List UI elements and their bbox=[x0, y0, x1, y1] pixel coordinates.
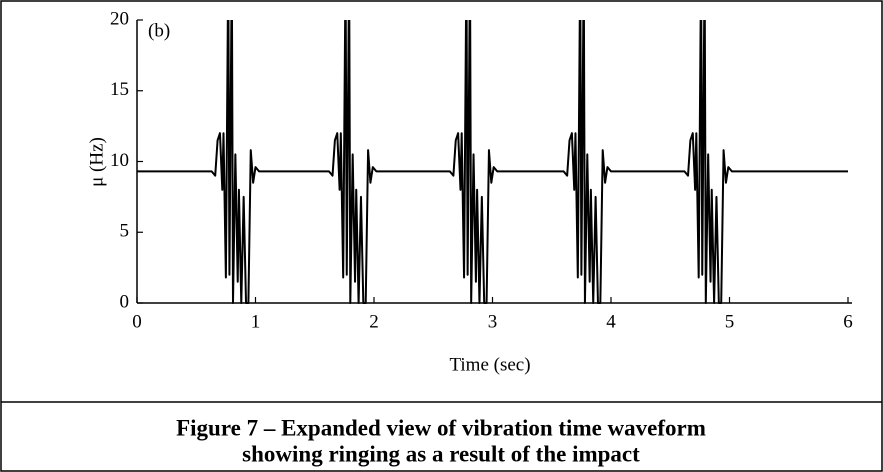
y-tick-label: 5 bbox=[120, 221, 130, 242]
y-axis-label: μ (Hz) bbox=[86, 137, 107, 187]
caption-line: showing ringing as a result of the impac… bbox=[242, 441, 640, 466]
x-tick-label: 5 bbox=[725, 311, 735, 332]
x-tick-label: 6 bbox=[843, 311, 853, 332]
y-tick-label: 0 bbox=[120, 291, 130, 312]
y-tick-label: 10 bbox=[110, 150, 129, 171]
waveform-line bbox=[137, 20, 848, 304]
x-tick-label: 3 bbox=[488, 311, 498, 332]
y-tick-label: 15 bbox=[110, 79, 129, 100]
x-tick-label: 0 bbox=[132, 311, 142, 332]
caption-line: Figure 7 – Expanded view of vibration ti… bbox=[176, 415, 706, 440]
x-tick-label: 4 bbox=[606, 311, 616, 332]
x-axis-label: Time (sec) bbox=[449, 354, 530, 375]
x-tick-label: 2 bbox=[369, 311, 379, 332]
x-tick-label: 1 bbox=[251, 311, 261, 332]
y-tick-label: 20 bbox=[110, 8, 129, 29]
annotation: (b) bbox=[148, 20, 170, 41]
